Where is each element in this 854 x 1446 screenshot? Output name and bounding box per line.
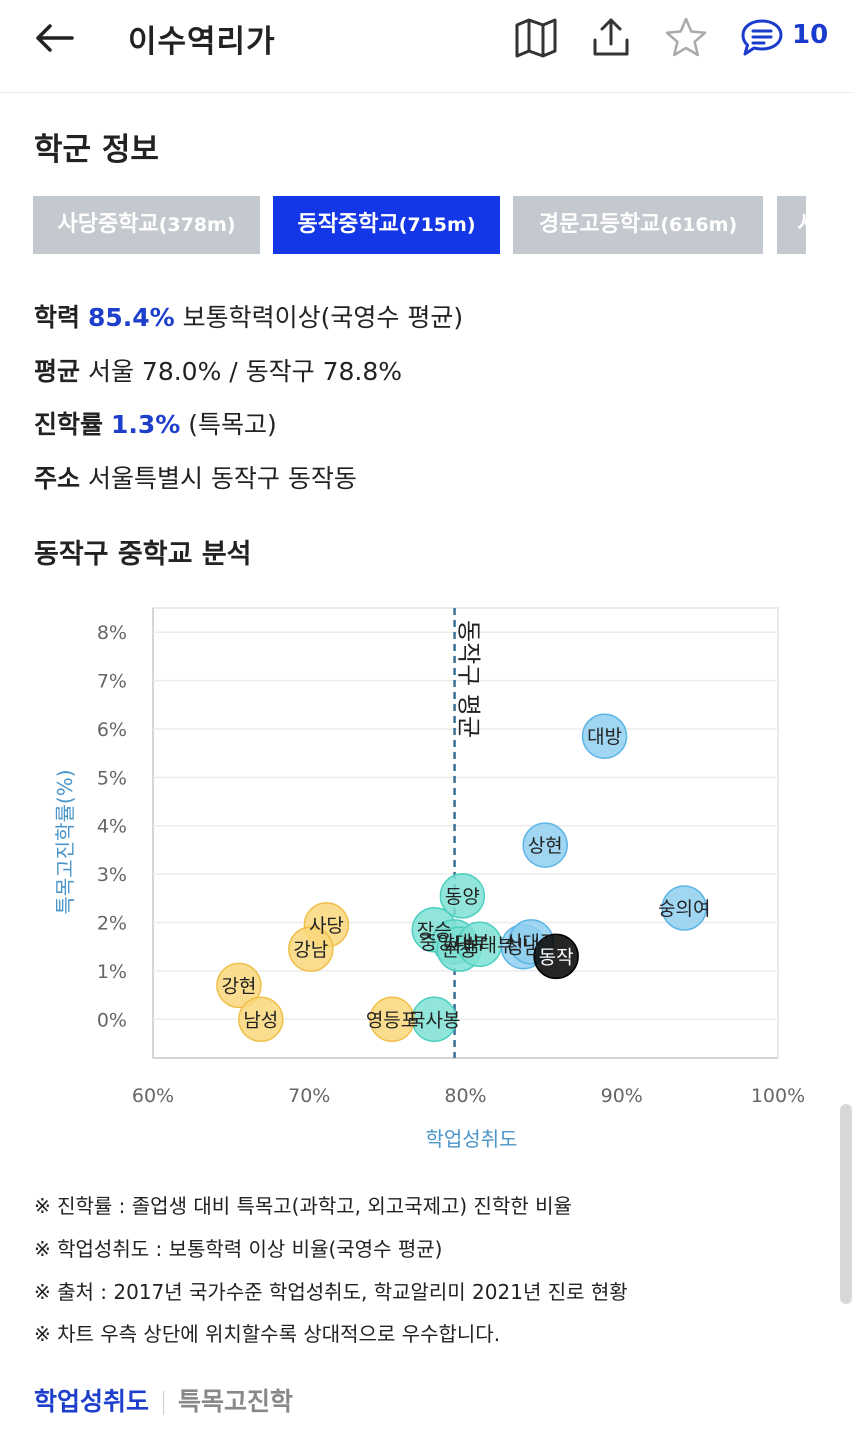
share-icon[interactable] xyxy=(587,14,635,62)
data-point-label: 영등포 xyxy=(366,1009,418,1031)
analysis-title: 동작구 중학교 분석 xyxy=(34,539,252,570)
y-tick-label: 4% xyxy=(97,816,127,838)
data-point-label: 강남 xyxy=(293,939,328,961)
data-point xyxy=(522,822,568,868)
data-point xyxy=(288,926,334,972)
page-title: 이수역리가 xyxy=(128,24,276,60)
advancement-line: 진학률 1.3% (특목고) xyxy=(34,410,277,439)
data-point-label: 동양 xyxy=(445,886,480,908)
bottom-tabs: 학업성취도 특목고진학 xyxy=(34,1382,293,1418)
achievement-line: 학력 85.4% 보통학력이상(국영수 평균) xyxy=(34,303,464,332)
data-point-label: 강현 xyxy=(221,975,256,997)
data-point-label: 상현 xyxy=(528,835,563,857)
scrollbar[interactable] xyxy=(840,1104,852,1304)
average-line: 평균 서울 78.0% / 동작구 78.8% xyxy=(34,357,403,386)
note-4: ※ 차트 우측 상단에 위치할수록 상대적으로 우수합니다. xyxy=(34,1322,501,1346)
data-point xyxy=(581,713,628,759)
comment-icon[interactable] xyxy=(738,14,786,62)
data-point-label: 장승 xyxy=(417,920,452,942)
data-point-label: 국사봉 xyxy=(408,1009,460,1031)
x-tick-label: 100% xyxy=(751,1085,805,1107)
data-point-label: 숭의여 xyxy=(658,898,710,920)
note-1: ※ 진학률 : 졸업생 대비 특목고(과학고, 외고국제고) 진학한 비율 xyxy=(34,1194,572,1218)
tab-school-3[interactable]: 경문고등학교(616m) xyxy=(513,196,763,254)
star-icon[interactable] xyxy=(662,14,710,62)
back-arrow-icon[interactable] xyxy=(30,18,78,58)
y-tick-label: 8% xyxy=(97,622,127,644)
average-reference-label: 동작구 평균 xyxy=(455,620,483,738)
y-tick-label: 1% xyxy=(97,961,127,983)
x-axis-label: 학업성취도 xyxy=(426,1127,518,1151)
school-tabs: 사당중학교(378m) 동작중학교(715m) 경문고등학교(616m) 서 xyxy=(33,196,806,254)
data-point xyxy=(369,996,415,1043)
data-point-label: 문창 xyxy=(442,939,477,961)
data-point-label: 대방 xyxy=(587,726,622,748)
y-tick-label: 3% xyxy=(97,864,127,886)
tab-divider xyxy=(163,1391,165,1415)
data-point xyxy=(661,885,707,931)
x-tick-label: 80% xyxy=(444,1085,486,1107)
tab-school-1[interactable]: 사당중학교(378m) xyxy=(33,196,260,254)
tab-advancement[interactable]: 특목고진학 xyxy=(178,1387,294,1416)
app-header: 이수역리가 10 xyxy=(0,0,854,93)
data-point xyxy=(216,962,262,1009)
data-point xyxy=(533,933,579,980)
data-point-label: 동작 xyxy=(539,946,574,968)
y-axis-label: 특목고진학률(%) xyxy=(53,769,77,914)
y-tick-label: 0% xyxy=(97,1009,127,1031)
map-icon[interactable] xyxy=(512,14,560,62)
note-3: ※ 출처 : 2017년 국가수준 학업성취도, 학교알리미 2021년 진로 … xyxy=(34,1280,628,1304)
comment-count[interactable]: 10 xyxy=(792,20,829,50)
data-point-label: 신대림 xyxy=(505,932,557,954)
data-point-label: 사당 xyxy=(309,915,344,937)
x-tick-label: 60% xyxy=(132,1085,174,1107)
tab-school-4[interactable]: 서 xyxy=(777,196,806,254)
data-point-label: 성남 xyxy=(506,937,541,959)
address-line: 주소 서울특별시 동작구 동작동 xyxy=(34,464,357,493)
data-point-label: 사범대부 xyxy=(445,934,515,956)
y-tick-label: 6% xyxy=(97,719,127,741)
data-point-label: 중앙대부 xyxy=(420,932,490,954)
data-point xyxy=(238,996,284,1043)
x-tick-label: 70% xyxy=(288,1085,330,1107)
tab-achievement[interactable]: 학업성취도 xyxy=(34,1387,150,1416)
note-2: ※ 학업성취도 : 보통학력 이상 비율(국영수 평균) xyxy=(34,1237,443,1261)
data-point xyxy=(439,873,486,919)
tab-school-2[interactable]: 동작중학교(715m) xyxy=(273,196,500,254)
x-tick-label: 90% xyxy=(601,1085,643,1107)
y-tick-label: 5% xyxy=(97,767,127,789)
y-tick-label: 7% xyxy=(97,671,127,693)
section-title: 학군 정보 xyxy=(34,132,159,168)
scatter-chart: 0% 1% 2% 3% 4% 5% 6% 7% 8% 60% 70% 80% 90% 100% 학업성취도 특… xyxy=(53,607,805,1151)
data-point-label: 남성 xyxy=(243,1009,278,1031)
y-tick-label: 2% xyxy=(97,913,127,935)
